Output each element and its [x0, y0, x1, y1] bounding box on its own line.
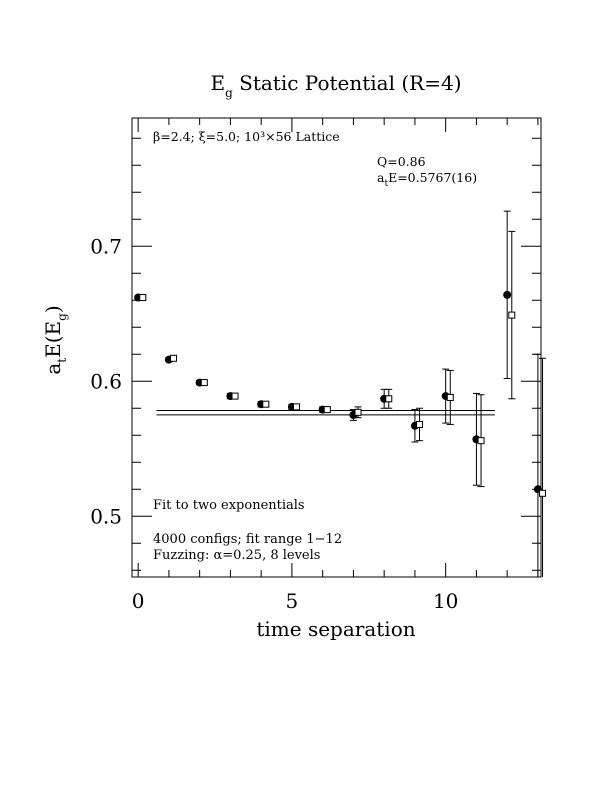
series-2: [139, 230, 547, 577]
configs-annotation: 4000 configs; fit range 1−12: [153, 532, 342, 547]
data-point-square: [385, 395, 393, 403]
data-point-square: [416, 420, 424, 428]
axis-ticks: [132, 118, 541, 577]
data-point-square: [477, 437, 485, 445]
data-point-square: [354, 408, 362, 416]
y-tick-label: 0.7: [90, 234, 122, 258]
plot-frame: [131, 117, 542, 578]
y-axis-label: atE(Eg): [41, 305, 69, 374]
data-point-square: [170, 354, 178, 362]
data-point-square: [200, 379, 208, 387]
q-value-annotation: Q=0.86: [377, 154, 426, 169]
data-point-square: [323, 406, 331, 414]
data-point-square: [508, 311, 516, 319]
fuzzing-annotation: Fuzzing: α=0.25, 8 levels: [153, 548, 320, 563]
data-point-square: [262, 400, 270, 408]
x-tick-label: 0: [132, 589, 145, 613]
energy-annotation: atE=0.5767(16): [377, 170, 477, 189]
chart-title: Eg Static Potential (R=4): [210, 71, 461, 100]
y-tick-label: 0.6: [90, 369, 122, 393]
data-series: [134, 210, 547, 577]
data-point-square: [139, 294, 147, 302]
series-1: [134, 210, 542, 577]
y-tick-labels: 0.5 0.6 0.7: [90, 234, 122, 528]
data-point-square: [293, 403, 301, 411]
data-point-square: [231, 392, 239, 400]
data-point-square: [446, 393, 454, 401]
x-tick-labels: 0 5 10: [132, 589, 459, 613]
data-point-square: [539, 489, 547, 497]
x-axis-label: time separation: [256, 617, 415, 641]
y-tick-label: 0.5: [90, 504, 122, 528]
fit-type-annotation: Fit to two exponentials: [153, 498, 305, 513]
x-tick-label: 10: [433, 589, 458, 613]
lattice-annotation: β=2.4; ξ=5.0; 10³×56 Lattice: [153, 129, 340, 144]
data-point: [503, 290, 512, 299]
x-tick-label: 5: [286, 589, 299, 613]
